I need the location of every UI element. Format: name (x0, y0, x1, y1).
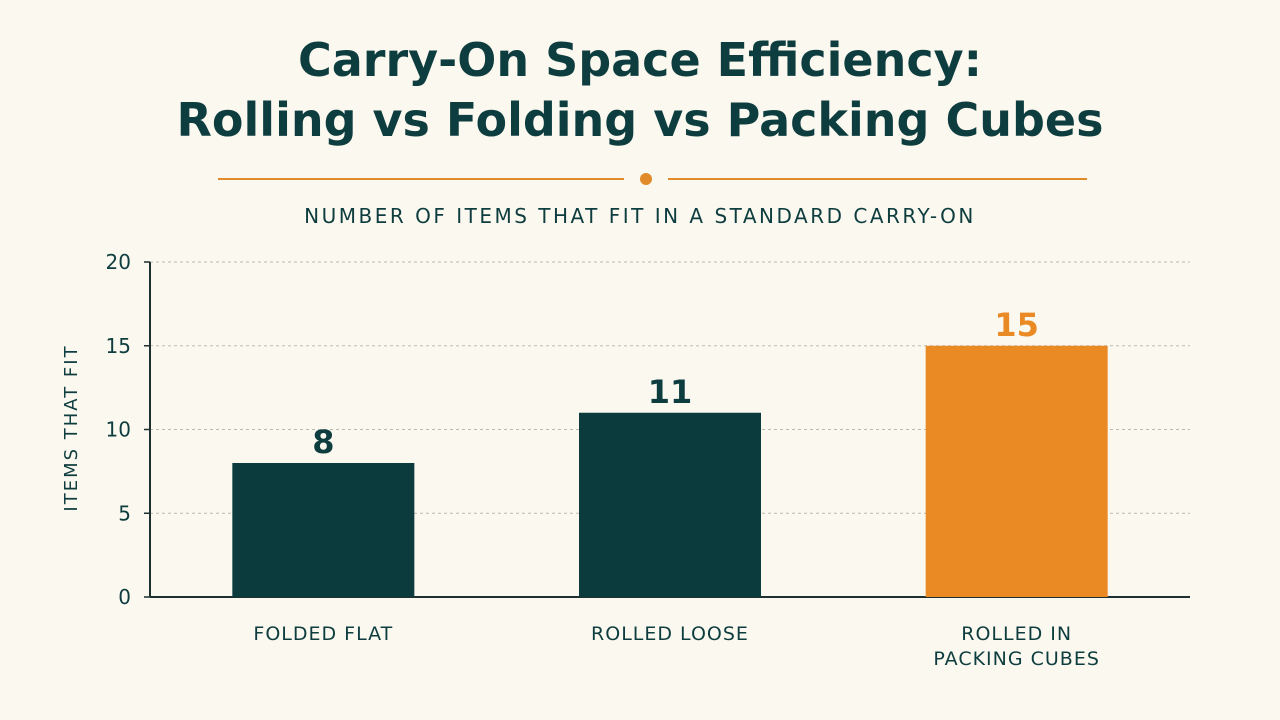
bar-value-label: 11 (648, 373, 693, 411)
category-label: FOLDED FLAT (253, 623, 393, 645)
title-line-2: Rolling vs Folding vs Packing Cubes (176, 93, 1104, 147)
chart-title: Carry-On Space Efficiency: Rolling vs Fo… (0, 30, 1280, 150)
bar-3 (925, 345, 1108, 597)
title-divider-dot (640, 173, 652, 185)
y-tick-label: 20 (106, 250, 131, 274)
y-tick-label: 15 (106, 334, 131, 358)
bar-1 (232, 463, 415, 597)
bar-value-label: 8 (312, 423, 334, 461)
y-tick-label: 10 (106, 418, 131, 442)
bar-2 (579, 412, 761, 597)
bar-value-label: 15 (994, 306, 1039, 344)
category-label: ROLLED LOOSE (591, 623, 749, 645)
category-label: PACKING CUBES (933, 648, 1099, 670)
y-tick-label: 5 (118, 501, 131, 525)
title-line-1: Carry-On Space Efficiency: (297, 33, 983, 87)
y-tick-label: 0 (118, 585, 131, 609)
y-axis-label: ITEMS THAT FIT (61, 344, 82, 511)
chart-subtitle: NUMBER OF ITEMS THAT FIT IN A STANDARD C… (304, 204, 976, 228)
category-label: ROLLED IN (961, 623, 1072, 645)
